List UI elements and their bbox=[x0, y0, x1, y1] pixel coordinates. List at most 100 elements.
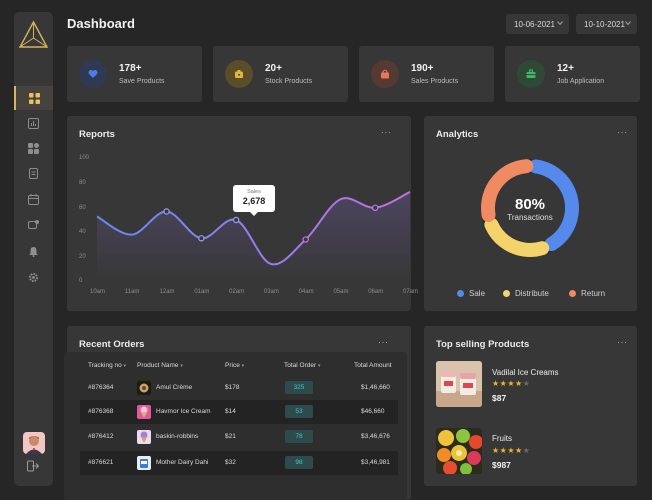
tracking-no: #876368 bbox=[88, 408, 114, 415]
donut-center-value: 80% bbox=[514, 196, 546, 213]
column-header-product[interactable]: Product Name ▾ bbox=[137, 362, 183, 369]
stat-label: Sales Products bbox=[411, 78, 459, 85]
chart-tooltip: Sales 2,678 bbox=[233, 185, 275, 216]
recent-orders-title: Recent Orders bbox=[79, 339, 145, 350]
orders-table bbox=[64, 352, 407, 500]
x-tick: 02am bbox=[229, 289, 245, 295]
price: $32 bbox=[225, 459, 236, 466]
reports-panel bbox=[67, 116, 411, 311]
column-label: Product Name bbox=[137, 362, 179, 369]
x-tick: 10am bbox=[90, 289, 106, 295]
product-name[interactable]: Fruits bbox=[492, 434, 512, 443]
briefcase-icon bbox=[517, 60, 545, 88]
price: $14 bbox=[225, 408, 236, 415]
table-row[interactable]: #876364 Amul Crème $178 325 $1,46,660 bbox=[80, 376, 398, 400]
orders-more-button[interactable]: ··· bbox=[378, 337, 389, 347]
tracking-no: #876621 bbox=[88, 459, 114, 466]
sidebar-item-layers[interactable] bbox=[14, 136, 53, 160]
dashboard-icon bbox=[29, 92, 40, 104]
column-label: Price bbox=[225, 362, 240, 369]
x-tick: 04am bbox=[298, 289, 314, 295]
stat-value: 12+ bbox=[557, 63, 574, 74]
table-row[interactable]: #876412 baskin-robbins $21 78 $3,46,676 bbox=[80, 425, 398, 449]
sort-caret-icon: ▾ bbox=[241, 363, 245, 369]
x-tick: 12am bbox=[159, 289, 175, 295]
x-tick: 05am bbox=[333, 289, 349, 295]
y-tick: 20 bbox=[79, 254, 86, 260]
donut-center-label: Transactions bbox=[507, 213, 553, 222]
sidebar-item-reports[interactable] bbox=[14, 111, 53, 135]
total-order-badge: 53 bbox=[285, 405, 313, 418]
column-label: Total Amount bbox=[354, 362, 392, 369]
logout-icon[interactable] bbox=[27, 460, 39, 472]
table-row[interactable]: #876368 Havmor Ice Cream $14 53 $46,660 bbox=[80, 400, 398, 424]
tooltip-label: Sales bbox=[247, 189, 261, 195]
product-image bbox=[436, 361, 482, 407]
product-name: baskin-robbins bbox=[156, 433, 199, 440]
legend-swatch bbox=[503, 290, 510, 297]
date-to-select[interactable]: 10-10-2021 bbox=[576, 14, 637, 34]
column-header-total-order[interactable]: Total Order ▾ bbox=[284, 362, 320, 369]
stat-card-save-products[interactable]: 178+ Save Products bbox=[67, 46, 202, 102]
legend-label: Distribute bbox=[515, 289, 549, 298]
product-thumbnail bbox=[137, 456, 151, 470]
product-thumbnail bbox=[137, 430, 151, 444]
y-tick: 80 bbox=[79, 180, 86, 186]
x-tick: 06am bbox=[368, 289, 384, 295]
product-price: $987 bbox=[492, 460, 511, 470]
chart-icon bbox=[28, 117, 39, 129]
column-label: Total Order bbox=[284, 362, 317, 369]
sidebar-item-messages[interactable] bbox=[14, 213, 53, 237]
chat-icon bbox=[28, 219, 39, 229]
calendar-icon bbox=[28, 193, 39, 205]
sidebar-item-calendar[interactable] bbox=[14, 187, 53, 211]
tracking-no: #876364 bbox=[88, 384, 114, 391]
total-order-badge: 98 bbox=[285, 456, 313, 469]
sidebar-item-notifications[interactable] bbox=[14, 239, 53, 263]
reports-more-button[interactable]: ··· bbox=[381, 127, 392, 137]
product-name[interactable]: Vadilal Ice Creams bbox=[492, 368, 559, 377]
top-products-title: Top selling Products bbox=[436, 339, 530, 350]
sidebar-item-dashboard[interactable] bbox=[14, 86, 53, 110]
rating-stars: ★★★★★ bbox=[492, 379, 531, 388]
box-icon bbox=[225, 60, 253, 88]
total-amount: $3,46,981 bbox=[361, 459, 390, 466]
total-amount: $3,46,676 bbox=[361, 433, 390, 440]
date-from-select[interactable]: 10-06-2021 bbox=[506, 14, 569, 34]
settings-icon bbox=[29, 272, 38, 282]
user-avatar-icon bbox=[26, 436, 42, 454]
stat-card-stock-products[interactable]: 20+ Stock Products bbox=[213, 46, 348, 102]
total-amount: $1,46,660 bbox=[361, 384, 390, 391]
bell-icon bbox=[29, 246, 38, 257]
avatar[interactable] bbox=[23, 432, 45, 454]
stat-label: Save Products bbox=[119, 78, 165, 85]
column-header-tracking[interactable]: Tracking no ▾ bbox=[88, 362, 126, 369]
sidebar-item-settings[interactable] bbox=[14, 265, 53, 289]
total-order-badge: 78 bbox=[285, 430, 313, 443]
table-row[interactable]: #876621 Mother Dairy Dahi $32 98 $3,46,9… bbox=[80, 451, 398, 475]
rating-stars: ★★★★★ bbox=[492, 446, 531, 455]
tracking-no: #876412 bbox=[88, 433, 114, 440]
y-tick: 60 bbox=[79, 205, 86, 211]
chevron-down-icon bbox=[557, 21, 563, 26]
stat-value: 178+ bbox=[119, 63, 142, 74]
analytics-title: Analytics bbox=[436, 129, 479, 140]
column-header-price[interactable]: Price ▾ bbox=[225, 362, 244, 369]
stat-value: 190+ bbox=[411, 63, 434, 74]
logo-icon bbox=[18, 20, 49, 48]
stat-card-job-application[interactable]: 12+ Job Application bbox=[505, 46, 640, 102]
sidebar-item-documents[interactable] bbox=[14, 161, 53, 185]
total-amount: $46,660 bbox=[361, 408, 385, 415]
y-tick: 100 bbox=[79, 155, 90, 161]
column-header-total-amount[interactable]: Total Amount bbox=[354, 362, 392, 369]
chevron-down-icon bbox=[625, 21, 631, 26]
top-products-more-button[interactable]: ··· bbox=[617, 337, 628, 347]
x-tick: 03am bbox=[263, 289, 279, 295]
heart-icon bbox=[79, 60, 107, 88]
sort-caret-icon: ▾ bbox=[317, 363, 321, 369]
document-icon bbox=[29, 167, 38, 179]
product-thumbnail bbox=[137, 405, 151, 419]
analytics-more-button[interactable]: ··· bbox=[617, 127, 628, 137]
stat-card-sales-products[interactable]: 190+ Sales Products bbox=[359, 46, 494, 102]
x-tick: 01am bbox=[194, 289, 210, 295]
